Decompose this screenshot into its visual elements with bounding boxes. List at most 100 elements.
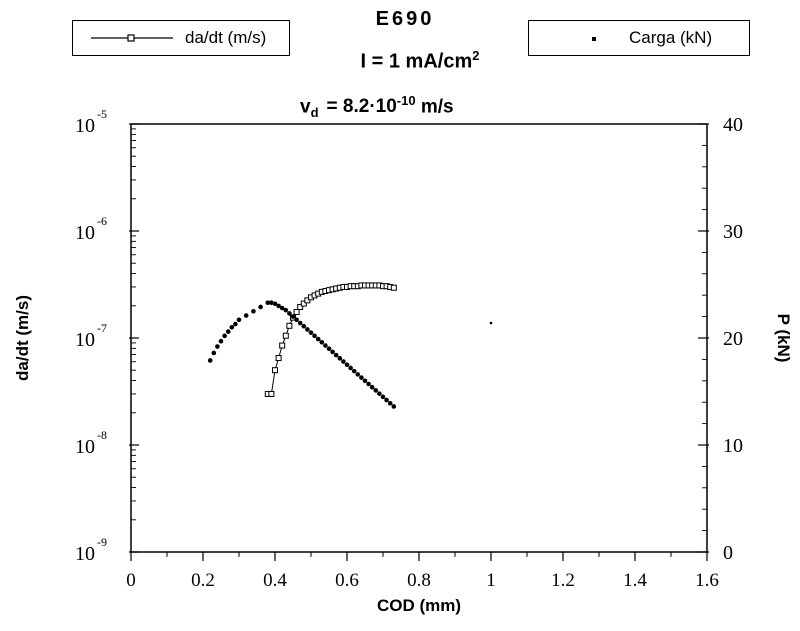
series-carga-point [362,378,368,384]
y-right-tick-label: 20 [723,328,743,350]
x-tick-label: 0.4 [263,570,287,591]
legend-box-carga: Carga (kN) [528,20,750,56]
series-carga-point [211,350,217,356]
subtitle-velocity-exp: -10 [396,93,416,108]
legend-label-dadt: da/dt (m/s) [185,28,267,47]
series-carga-point [265,300,271,305]
series-carga-point [326,346,332,352]
series-carga-point [373,388,379,393]
series-carga-point [366,381,371,387]
series-carga-point [251,308,256,314]
y-left-tick-base: 10 [75,115,95,137]
x-tick-label: 1 [486,570,496,591]
series-carga-point [269,300,274,305]
x-tick-label: 1.6 [695,570,719,591]
series-carga-point [297,320,303,326]
series-dadt-point [275,355,282,362]
series-carga-point [377,391,382,396]
series-dadt-point [390,284,397,291]
legend-dot-icon [592,37,596,41]
series-carga-point [348,365,353,371]
series-carga-point [215,344,220,349]
series-dadt-point [272,367,278,374]
y-left-axis-label: da/dt (m/s) [13,295,32,381]
series-dadt-line [267,284,394,395]
subtitle-current-text: I = 1 mA/cm [360,50,473,73]
series-dadt-point [282,332,289,339]
series-carga-point [236,317,242,323]
series-dadt-point [297,303,304,310]
x-tick-label: 1.4 [623,570,647,591]
series-carga-point [222,333,227,339]
series-carga-point [333,352,339,358]
series-carga-point [258,304,263,310]
series-carga-point [387,400,393,406]
series-carga-point [276,303,281,309]
y-left-tick-exp: -9 [97,535,107,549]
series-dadt-point [268,390,275,397]
y-left-tick-exp: -7 [97,321,107,335]
series-dadt-point [279,342,286,349]
series-carga-point [243,313,249,318]
series-carga-point [272,301,278,307]
y-left-tick-exp: -6 [97,214,107,228]
chart-subtitle-current: I = 1 mA/cm2 [320,48,520,74]
series-carga-point [312,333,317,339]
series-carga-point [305,327,310,332]
series-carga-point [225,329,231,334]
series-carga-point [330,349,335,355]
legend-line-square-icon [91,34,173,42]
series-carga-point [351,368,357,374]
series-dadt-point [300,300,307,307]
series-carga-point [391,404,397,409]
legend-box-dadt: da/dt (m/s) [72,20,290,56]
chart-title: E690 [375,8,435,30]
series-carga-point [290,314,296,319]
x-axis-label: COD (mm) [377,596,461,615]
chart-subtitle-velocity: vd = 8.2·10-10 m/s [300,93,560,120]
y-left-tick-base: 10 [75,222,95,244]
y-right-tick-label: 0 [723,542,733,564]
series-carga-point [294,317,299,323]
x-tick-label: 0.2 [191,570,215,591]
x-tick-label: 1.2 [551,570,575,591]
series-carga-point [308,330,314,335]
series-carga-point [384,397,389,403]
x-tick-label: 0.6 [335,570,359,591]
series-dadt-point [293,308,300,315]
series-dadt-point [286,322,293,329]
series-carga-point [344,362,350,368]
subtitle-velocity-unit: m/s [415,96,454,118]
series-carga-point [359,375,364,380]
y-left-tick-base: 10 [75,329,95,351]
series-carga-point [218,338,224,344]
series-carga-point [337,356,343,361]
isolated-point [489,321,493,325]
series-carga-point [319,339,325,345]
series-carga-point [207,358,213,363]
series-carga-point [233,321,238,327]
subtitle-velocity-sub: d [310,105,319,121]
series-carga-point [323,343,328,348]
y-right-axis-label: P (kN) [774,314,793,363]
y-right-tick-label: 10 [723,435,743,457]
series-carga-point [380,394,386,400]
series-carga-point [279,305,285,311]
y-right-tick-label: 40 [723,114,743,136]
subtitle-velocity-value: = 8.2·10 [326,96,397,118]
y-left-tick-exp: -8 [97,428,107,442]
y-left-tick-base: 10 [75,543,95,565]
series-carga-point [355,372,361,377]
series-carga-point [301,323,307,329]
series-carga-point [341,359,346,364]
y-right-tick-label: 30 [723,221,743,243]
legend-label-carga: Carga (kN) [629,28,713,47]
series-carga-point [283,307,289,313]
subtitle-velocity-prefix: v [300,96,311,118]
subtitle-current-sup: 2 [472,48,480,63]
x-tick-label: 0 [126,570,136,591]
series-carga-point [229,325,235,330]
series-carga-point [315,336,321,342]
series-carga-point [287,311,292,316]
